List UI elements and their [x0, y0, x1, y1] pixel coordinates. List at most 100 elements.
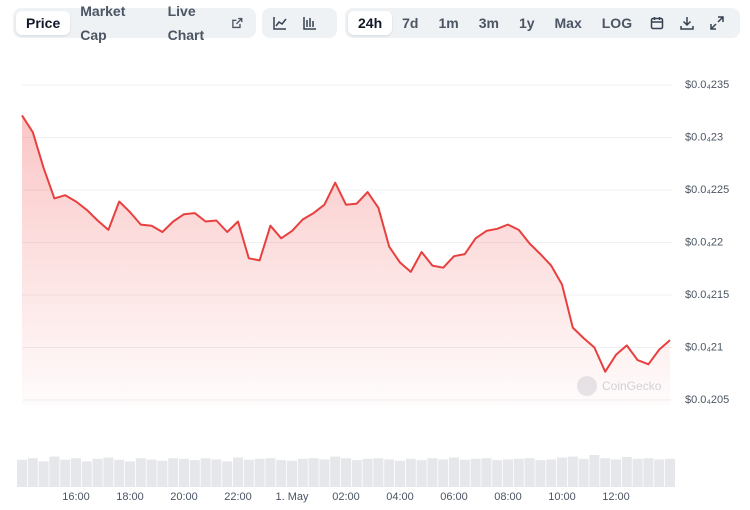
volume-bar — [265, 458, 276, 487]
x-tick-label: 04:00 — [386, 491, 414, 503]
volume-bar — [373, 458, 384, 487]
volume-bar — [665, 458, 675, 487]
volume-bar — [643, 458, 654, 487]
volume-bar — [427, 458, 438, 487]
volume-bar — [600, 458, 611, 487]
volume-bar — [535, 460, 546, 487]
volume-bar — [92, 458, 103, 487]
y-tick-label: $0.0₄21 — [685, 341, 723, 353]
volume-bar — [492, 460, 503, 487]
volume-bar — [654, 459, 665, 487]
volume-bar — [38, 461, 49, 487]
volume-bar — [168, 458, 179, 487]
y-tick-label: $0.0₄23 — [685, 131, 723, 143]
volume-bar — [557, 457, 567, 487]
volume-bar — [395, 460, 405, 487]
volume-bar — [189, 460, 200, 487]
x-tick-label: 20:00 — [170, 491, 198, 503]
volume-bar — [49, 456, 60, 487]
volume-bar — [200, 458, 211, 487]
volume-bar — [362, 458, 373, 487]
x-tick-label: 16:00 — [62, 491, 90, 503]
x-tick-label: 22:00 — [224, 491, 252, 503]
volume-bar — [632, 458, 643, 487]
volume-bar — [60, 459, 71, 487]
volume-bar — [611, 459, 621, 487]
volume-bar — [297, 458, 308, 487]
range-1y[interactable]: 1y — [518, 15, 535, 31]
line-chart-button[interactable] — [265, 11, 295, 35]
volume-bar — [222, 461, 233, 487]
volume-bar — [146, 459, 157, 487]
volume-bar — [17, 459, 27, 487]
range-group: 24h 7d 1m 3m 1y Max LOG — [345, 8, 740, 38]
volume-bar — [27, 458, 38, 487]
volume-bar — [513, 458, 524, 487]
range-24h[interactable]: 24h — [348, 11, 393, 35]
tab-market-cap[interactable]: Market Cap — [80, 3, 126, 43]
volume-bar — [351, 460, 362, 487]
volume-bar — [233, 457, 243, 487]
volume-bar — [546, 459, 557, 487]
area-fill — [22, 115, 670, 406]
icon — [680, 17, 694, 30]
volume-bar — [481, 458, 492, 487]
x-tick-label: 06:00 — [440, 491, 468, 503]
volume-bar — [341, 458, 351, 487]
volume-bar — [405, 458, 416, 487]
external-icon — [232, 17, 243, 29]
x-tick-label: 10:00 — [548, 491, 576, 503]
log-toggle[interactable]: LOG — [601, 15, 633, 31]
download-button[interactable] — [672, 11, 702, 35]
y-tick-label: $0.0₄225 — [685, 184, 729, 196]
range-max[interactable]: Max — [554, 15, 582, 31]
volume-bar — [135, 458, 146, 487]
tab-price[interactable]: Price — [16, 11, 71, 35]
volume-bar — [589, 455, 600, 487]
volume-bar — [103, 457, 114, 487]
range-3m[interactable]: 3m — [478, 15, 499, 31]
y-tick-label: $0.0₄235 — [685, 79, 729, 91]
tab-live-chart[interactable]: Live Chart — [158, 3, 253, 43]
icon — [273, 17, 287, 30]
volume-bar — [524, 458, 535, 487]
volume-bar — [254, 458, 265, 487]
volume-bar — [578, 458, 589, 487]
tab-group: Price Market Cap Live Chart — [13, 3, 256, 43]
volume-bar — [308, 458, 319, 487]
volume-bar — [114, 459, 125, 487]
label: Live Chart — [167, 3, 205, 43]
watermark: CoinGecko — [577, 376, 662, 396]
volume-bar — [330, 456, 341, 487]
volume-bar — [459, 459, 470, 487]
volume-bar — [157, 460, 168, 487]
range-1m[interactable]: 1m — [438, 15, 459, 31]
x-tick-label: 08:00 — [494, 491, 522, 503]
watermark-text: CoinGecko — [602, 379, 662, 393]
calendar-button[interactable] — [642, 11, 672, 35]
volume-bar — [211, 459, 222, 487]
volume-bar — [319, 459, 330, 487]
icon — [710, 16, 724, 30]
volume-bar — [179, 458, 189, 487]
volume-bar — [567, 456, 578, 487]
x-tick-label: 02:00 — [332, 491, 360, 503]
volume-bar — [438, 459, 449, 487]
y-tick-label: $0.0₄215 — [685, 289, 729, 301]
volume-bar — [449, 457, 459, 487]
icon — [650, 17, 664, 30]
y-tick-label: $0.0₄205 — [685, 394, 729, 406]
volume-bar — [276, 460, 287, 487]
volume-bar — [287, 460, 297, 487]
x-tick-label: 18:00 — [116, 491, 144, 503]
volume-bar — [71, 458, 81, 487]
volume-bar — [384, 459, 395, 487]
y-tick-label: $0.0₄22 — [685, 236, 723, 248]
x-tick-label: 1. May — [275, 491, 309, 503]
volume-bar — [621, 456, 632, 487]
candle-chart-button[interactable] — [295, 11, 325, 35]
fullscreen-button[interactable] — [702, 11, 732, 35]
range-7d[interactable]: 7d — [402, 15, 419, 31]
volume-bar — [243, 459, 254, 487]
